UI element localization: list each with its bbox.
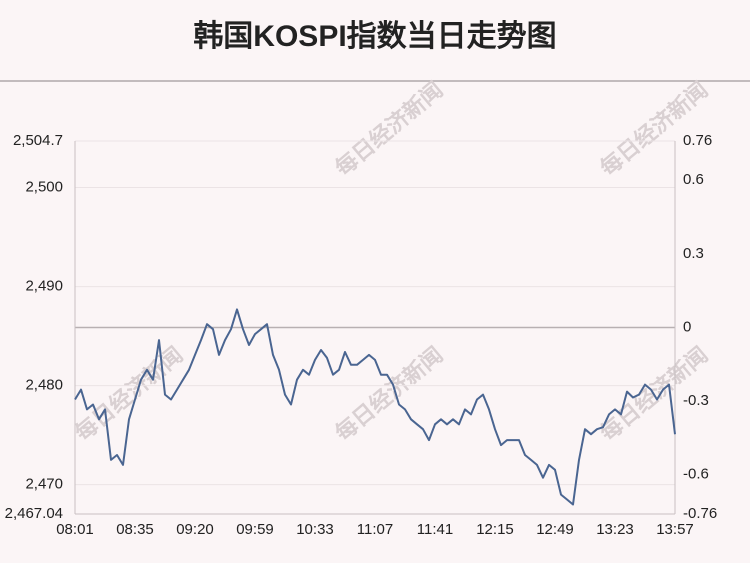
x-tick-label: 08:35 [116,521,154,538]
y-tick-label: 2,504.7 [13,132,63,149]
x-tick-label: 09:59 [236,521,274,538]
x-tick-label: 11:07 [357,521,393,538]
chart-title: 韩国KOSPI指数当日走势图 [193,20,556,53]
y-tick-label: 2,490 [25,278,63,295]
x-tick-label: 12:15 [476,521,514,538]
x-tick-label: 12:49 [536,521,574,538]
series-line [74,308,676,506]
y2-tick-label: -0.76 [683,505,717,522]
y2-tick-label: -0.6 [683,466,709,483]
y-tick-label: 2,500 [25,179,63,196]
y2-tick-label: 0.76 [683,132,712,149]
x-tick-label: 13:57 [656,521,694,538]
y2-tick-label: 0.3 [683,245,704,262]
x-tick-label: 10:33 [296,521,334,538]
x-tick-label: 13:23 [596,521,634,538]
y2-tick-label: 0 [683,318,691,335]
x-tick-label: 08:01 [56,521,94,538]
y-tick-label: 2,467.04 [5,505,63,522]
y-tick-label: 2,470 [25,476,63,493]
y2-tick-label: -0.3 [683,392,709,409]
y-tick-label: 2,480 [25,377,63,394]
x-tick-label: 09:20 [176,521,214,538]
x-tick-label: 11:41 [417,521,453,538]
y2-tick-label: 0.6 [683,171,704,188]
